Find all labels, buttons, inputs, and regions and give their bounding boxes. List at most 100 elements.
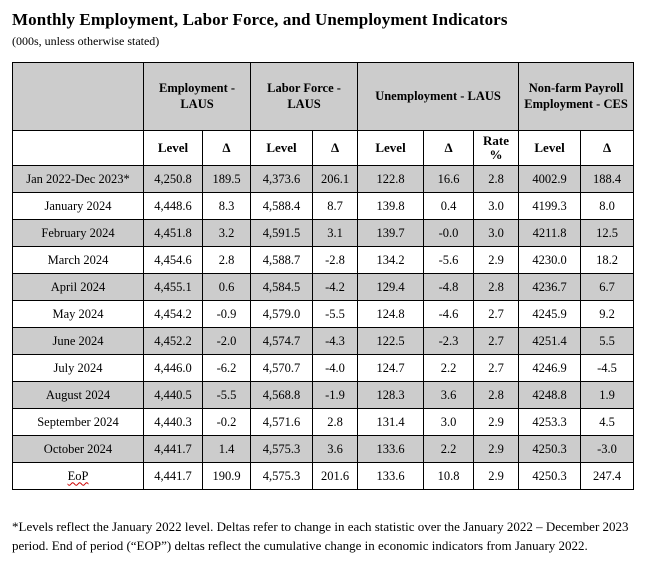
subheader-employment-level: Level xyxy=(143,130,203,166)
data-cell: 3.6 xyxy=(312,435,359,463)
subheader-employment-delta: Δ xyxy=(201,130,252,166)
data-cell: 189.5 xyxy=(201,165,252,193)
data-cell: 4236.7 xyxy=(518,273,582,301)
col-group-labor-force-laus: Labor Force - LAUS xyxy=(250,62,359,131)
table-row: January 2024 4,448.6 8.3 4,588.4 8.7 139.8 0.4… xyxy=(12,192,635,220)
row-label: August 2024 xyxy=(12,381,144,409)
data-cell: 4,574.7 xyxy=(250,327,314,355)
data-cell: 4,568.8 xyxy=(250,381,314,409)
page-subtitle: (000s, unless otherwise stated) xyxy=(12,34,160,48)
data-cell: 4,446.0 xyxy=(143,354,203,382)
data-cell: 122.8 xyxy=(357,165,425,193)
data-cell: 3.0 xyxy=(423,408,475,436)
data-cell: 4,448.6 xyxy=(143,192,203,220)
data-cell: -5.5 xyxy=(201,381,252,409)
row-label: Jan 2022-Dec 2023* xyxy=(12,165,144,193)
subheader-unemployment-delta: Δ xyxy=(423,130,475,166)
corner-cell xyxy=(12,62,144,131)
data-cell: 4,570.7 xyxy=(250,354,314,382)
data-cell: 4,451.8 xyxy=(143,219,203,247)
data-cell: 201.6 xyxy=(312,462,359,490)
row-label: March 2024 xyxy=(12,246,144,274)
data-cell: 9.2 xyxy=(580,300,635,328)
data-cell: 8.7 xyxy=(312,192,359,220)
data-cell: -2.3 xyxy=(423,327,475,355)
data-cell: 128.3 xyxy=(357,381,425,409)
col-group-unemployment-laus: Unemployment - LAUS xyxy=(357,62,520,131)
data-cell: 4,440.5 xyxy=(143,381,203,409)
data-cell: 188.4 xyxy=(580,165,635,193)
subheader-laborforce-delta: Δ xyxy=(312,130,359,166)
data-cell: 124.8 xyxy=(357,300,425,328)
data-cell: -4.3 xyxy=(312,327,359,355)
data-cell: 1.4 xyxy=(201,435,252,463)
data-cell: 247.4 xyxy=(580,462,635,490)
data-cell: 4230.0 xyxy=(518,246,582,274)
data-cell: -5.6 xyxy=(423,246,475,274)
data-cell: 134.2 xyxy=(357,246,425,274)
page-title: Monthly Employment, Labor Force, and Une… xyxy=(12,10,508,29)
data-cell: 4245.9 xyxy=(518,300,582,328)
subheader-nonfarm-level: Level xyxy=(518,130,582,166)
data-cell: 2.2 xyxy=(423,354,475,382)
col-group-nonfarm-payroll-ces: Non-farm Payroll Employment - CES xyxy=(518,62,635,131)
data-cell: 4,250.8 xyxy=(143,165,203,193)
data-cell: 4,588.4 xyxy=(250,192,314,220)
data-cell: 2.7 xyxy=(473,300,520,328)
data-cell: 4250.3 xyxy=(518,435,582,463)
data-cell: 4246.9 xyxy=(518,354,582,382)
data-cell: -0.0 xyxy=(423,219,475,247)
data-cell: 8.0 xyxy=(580,192,635,220)
row-label: July 2024 xyxy=(12,354,144,382)
data-cell: 3.0 xyxy=(473,219,520,247)
data-cell: 8.3 xyxy=(201,192,252,220)
data-cell: 2.8 xyxy=(473,165,520,193)
data-cell: -4.0 xyxy=(312,354,359,382)
indicators-table: Employment - LAUS Labor Force - LAUS Une… xyxy=(12,62,635,490)
footnote: *Levels reflect the January 2022 level. … xyxy=(12,519,629,553)
table-row: March 2024 4,454.6 2.8 4,588.7 -2.8 134.2 -5.6… xyxy=(12,246,635,274)
data-cell: 2.9 xyxy=(473,462,520,490)
data-cell: 0.6 xyxy=(201,273,252,301)
data-cell: 6.7 xyxy=(580,273,635,301)
data-cell: 4,455.1 xyxy=(143,273,203,301)
table-row: October 2024 4,441.7 1.4 4,575.3 3.6 133.6 2.2… xyxy=(12,435,635,463)
row-label: EoP xyxy=(12,462,144,490)
data-cell: 2.8 xyxy=(473,381,520,409)
data-cell: 124.7 xyxy=(357,354,425,382)
data-cell: 2.9 xyxy=(473,246,520,274)
data-cell: 4002.9 xyxy=(518,165,582,193)
row-label: April 2024 xyxy=(12,273,144,301)
data-cell: 4,588.7 xyxy=(250,246,314,274)
data-cell: 206.1 xyxy=(312,165,359,193)
table-row: July 2024 4,446.0 -6.2 4,570.7 -4.0 124.7 2.2 2… xyxy=(12,354,635,382)
data-cell: 131.4 xyxy=(357,408,425,436)
data-cell: 4199.3 xyxy=(518,192,582,220)
data-cell: -4.6 xyxy=(423,300,475,328)
data-cell: 3.2 xyxy=(201,219,252,247)
table-row: February 2024 4,451.8 3.2 4,591.5 3.1 139.7 -0… xyxy=(12,219,635,247)
data-cell: 2.9 xyxy=(473,408,520,436)
table-subheader-row: Level Δ Level Δ Level Δ Rate % Level Δ xyxy=(12,130,635,166)
row-label: May 2024 xyxy=(12,300,144,328)
data-cell: 4,454.6 xyxy=(143,246,203,274)
table-row: April 2024 4,455.1 0.6 4,584.5 -4.2 129.4 -4.8… xyxy=(12,273,635,301)
data-cell: 12.5 xyxy=(580,219,635,247)
row-label: February 2024 xyxy=(12,219,144,247)
data-cell: 2.7 xyxy=(473,354,520,382)
data-cell: 190.9 xyxy=(201,462,252,490)
subheader-unemployment-rate: Rate % xyxy=(473,130,520,166)
data-cell: 4,441.7 xyxy=(143,435,203,463)
data-cell: 4,571.6 xyxy=(250,408,314,436)
data-cell: -4.5 xyxy=(580,354,635,382)
table-row: May 2024 4,454.2 -0.9 4,579.0 -5.5 124.8 -4.6 2… xyxy=(12,300,635,328)
subheader-nonfarm-delta: Δ xyxy=(580,130,635,166)
data-cell: 122.5 xyxy=(357,327,425,355)
row-label: October 2024 xyxy=(12,435,144,463)
data-cell: 4,454.2 xyxy=(143,300,203,328)
data-cell: 4,575.3 xyxy=(250,435,314,463)
data-cell: 2.8 xyxy=(201,246,252,274)
data-cell: 2.9 xyxy=(473,435,520,463)
row-label: January 2024 xyxy=(12,192,144,220)
